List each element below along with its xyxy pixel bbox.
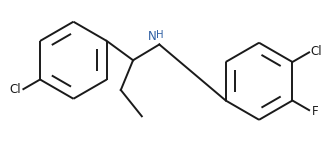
- Text: F: F: [312, 105, 319, 118]
- Text: N: N: [148, 30, 157, 43]
- Text: H: H: [156, 30, 163, 40]
- Text: Cl: Cl: [311, 45, 322, 58]
- Text: Cl: Cl: [9, 83, 20, 96]
